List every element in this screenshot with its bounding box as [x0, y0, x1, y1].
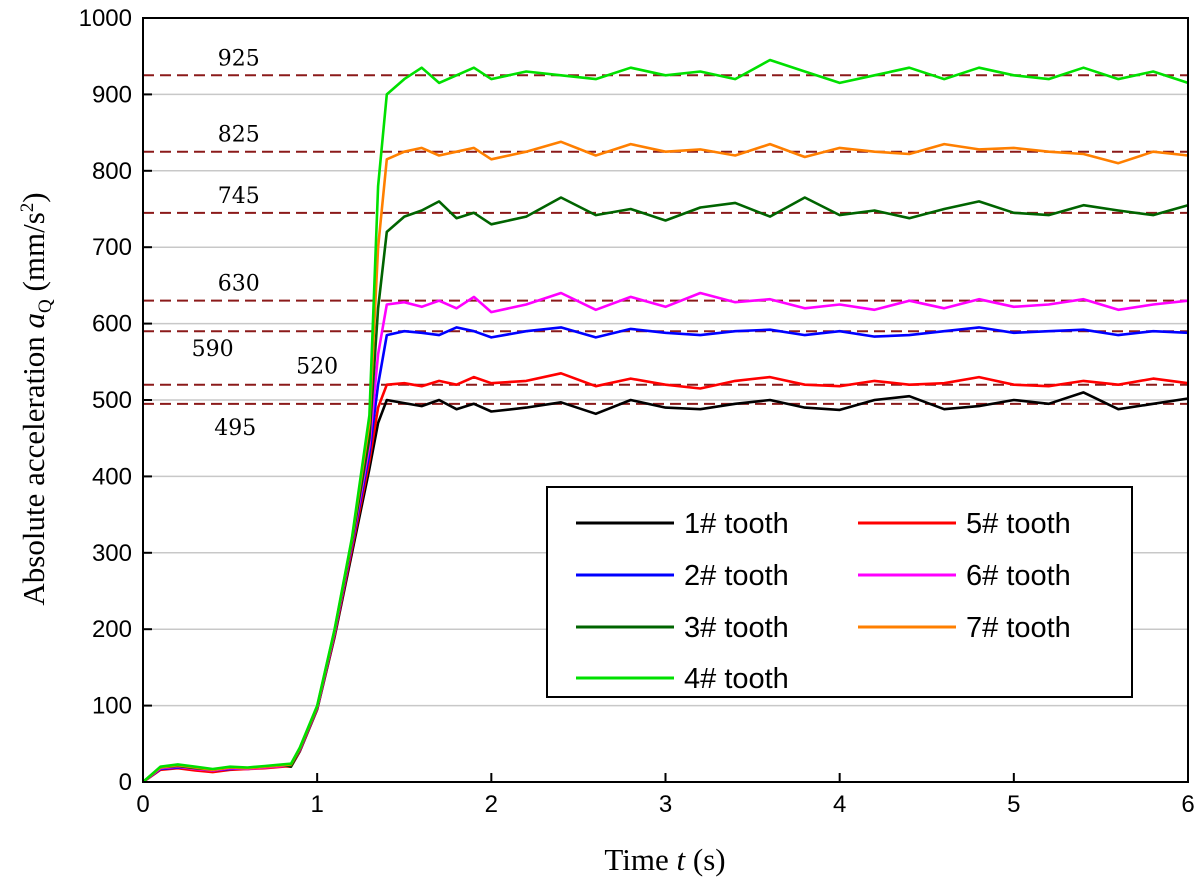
y-tick-label: 200 — [92, 616, 132, 643]
gridlines — [143, 93, 1188, 707]
reference-lines: 925 825 745 630 590 520 495 — [143, 46, 1188, 441]
y-axis-title-prefix: Absolute acceleration — [16, 328, 51, 605]
reference-line-label: 630 — [218, 272, 260, 297]
y-tick-label: 500 — [92, 387, 132, 414]
y-axis-variable: a — [16, 313, 51, 329]
x-axis-title-prefix: Time — [604, 842, 676, 877]
legend-label: 6# tooth — [966, 560, 1071, 592]
legend-label: 5# tooth — [966, 508, 1071, 540]
x-axis-title-suffix: (s) — [685, 842, 725, 877]
y-axis-units-open: (mm/s — [16, 212, 51, 299]
axis-ticks: 0 100 200 300 400 500 600 700 800 900 1000 0 1 2 3 4 5 6 — [79, 5, 1195, 818]
y-tick-label: 1000 — [79, 5, 132, 32]
reference-line-label: 745 — [218, 184, 260, 209]
reference-line-label: 590 — [192, 337, 234, 362]
y-axis-variable-subscript: Q — [35, 299, 56, 313]
legend-label: 2# tooth — [684, 560, 789, 592]
x-tick-label: 4 — [833, 791, 846, 818]
y-tick-label: 0 — [119, 769, 132, 796]
y-axis-title: Absolute acceleration aQ (mm/s2) — [16, 192, 56, 605]
y-tick-label: 800 — [92, 158, 132, 185]
x-tick-label: 2 — [485, 791, 498, 818]
y-tick-label: 400 — [92, 463, 132, 490]
legend-label: 4# tooth — [684, 663, 789, 695]
legend: 1# tooth 2# tooth 3# tooth 4# tooth 5# tooth… — [546, 486, 1133, 698]
x-tick-label: 3 — [659, 791, 672, 818]
y-tick-label: 300 — [92, 540, 132, 567]
x-tick-label: 0 — [136, 791, 149, 818]
y-tick-label: 100 — [92, 693, 132, 720]
reference-line-label: 495 — [214, 416, 256, 441]
reference-line-label: 520 — [296, 355, 338, 380]
series-line — [142, 58, 1189, 783]
series-lines — [142, 58, 1189, 784]
legend-label: 7# tooth — [966, 612, 1071, 644]
x-tick-label: 6 — [1181, 791, 1194, 818]
y-axis-units-close: ) — [16, 192, 51, 202]
x-axis-variable: t — [677, 842, 687, 877]
reference-line-label: 825 — [218, 123, 260, 148]
reference-line-label: 925 — [218, 46, 260, 71]
y-axis-units-superscript: 2 — [17, 203, 38, 213]
x-tick-label: 1 — [310, 791, 323, 818]
x-axis-title: Time t (s) — [604, 842, 725, 877]
y-tick-label: 900 — [92, 81, 132, 108]
legend-label: 1# tooth — [684, 508, 789, 540]
y-tick-label: 600 — [92, 311, 132, 338]
x-tick-label: 5 — [1007, 791, 1020, 818]
legend-label: 3# tooth — [684, 612, 789, 644]
y-tick-label: 700 — [92, 234, 132, 261]
